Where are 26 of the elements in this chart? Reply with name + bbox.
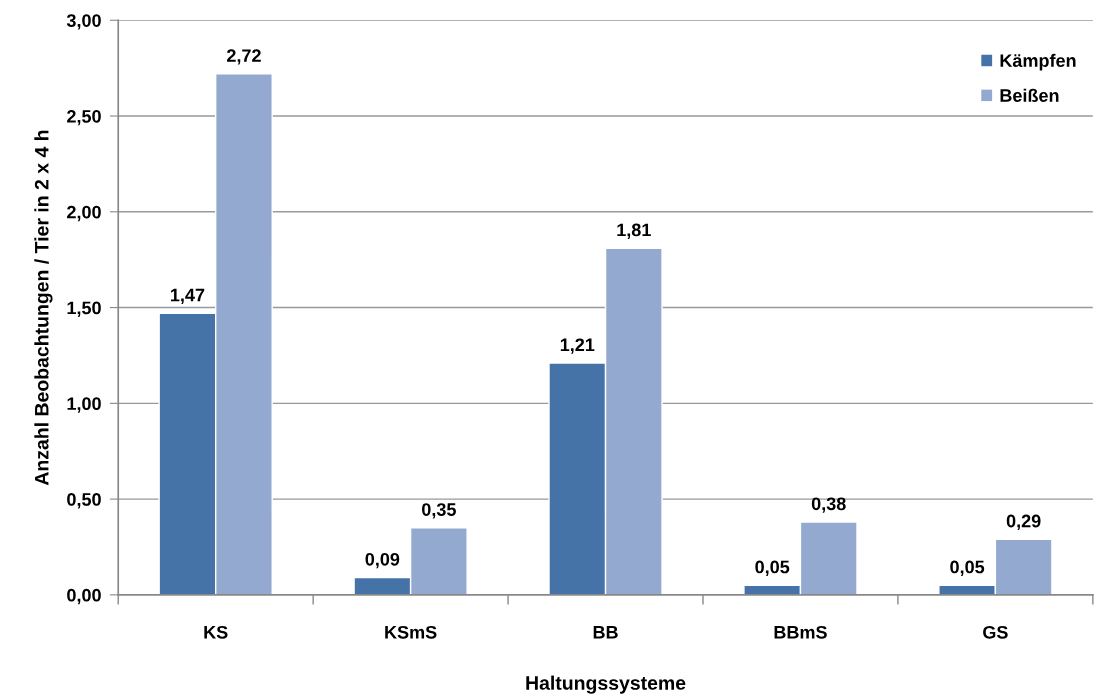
data-label: 0,05 (755, 560, 790, 576)
y-tick-label: 0,00 (67, 588, 101, 605)
data-label: 1,81 (617, 223, 651, 239)
data-label: 0,38 (811, 497, 846, 513)
data-label: 0,29 (1006, 514, 1041, 531)
y-tick-label: 3,00 (66, 14, 101, 30)
y-axis-title: Anzahl Beobachtungen / Tier in 2 x 4 h (34, 130, 53, 486)
x-tick-label: BB (593, 626, 618, 639)
data-label: 0,35 (422, 503, 456, 519)
x-tick-label: KS (204, 625, 228, 639)
data-label: 2,72 (227, 49, 261, 65)
y-tick-label: 2,00 (67, 205, 101, 222)
x-tick-label: GS (983, 625, 1008, 639)
data-label: 1,47 (171, 288, 205, 305)
data-label: 0,09 (365, 552, 400, 569)
y-tick-label: 1,00 (67, 397, 101, 413)
x-tick-label: BBmS (774, 625, 827, 639)
y-tick-label: 0,50 (67, 493, 101, 509)
legend-label: Kämpfen (1000, 53, 1076, 71)
x-axis-title: Haltungssysteme (526, 675, 686, 694)
legend-label: Beißen (1000, 88, 1059, 102)
data-label: 0,05 (950, 560, 985, 576)
x-tick-label: KSmS (385, 625, 437, 639)
data-label: 1,21 (560, 338, 595, 354)
y-tick-label: 1,50 (67, 301, 101, 317)
y-tick-label: 2,50 (67, 109, 101, 126)
